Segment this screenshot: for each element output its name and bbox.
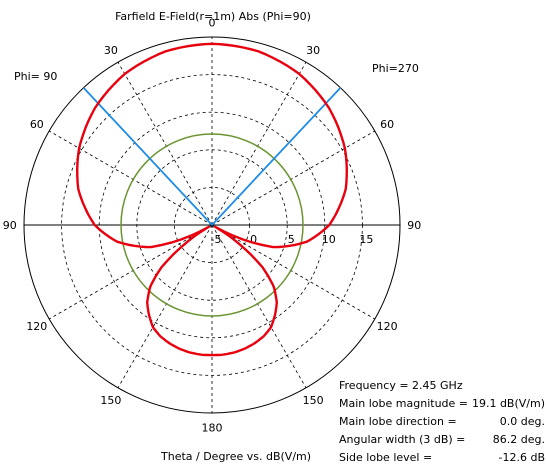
phi-right-label: Phi=270 — [372, 62, 419, 75]
chart-title: Farfield E-Field(r=1m) Abs (Phi=90) — [115, 10, 311, 23]
angle-tick-label: 30 — [104, 44, 118, 57]
angle-tick-label: 60 — [30, 118, 44, 131]
beam-width-line — [211, 87, 342, 226]
angle-tick-label: 150 — [100, 394, 121, 407]
grid-spoke — [117, 61, 213, 226]
angle-tick-label: 180 — [202, 421, 223, 434]
grid-spoke — [48, 224, 213, 320]
angle-tick-label: 150 — [303, 394, 324, 407]
info-value: 0.0 deg. — [500, 415, 545, 428]
reference-circle — [120, 133, 304, 317]
angle-tick-label: 120 — [26, 320, 47, 333]
radial-tick-label: 5 — [288, 233, 295, 246]
grid-spoke — [48, 130, 213, 226]
info-label: Frequency = 2.45 GHz — [339, 379, 463, 392]
info-value: -12.6 dB — [499, 451, 546, 464]
radial-tick-label: 15 — [359, 233, 373, 246]
angle-tick-label: 120 — [377, 320, 398, 333]
info-value: 19.1 dB(V/m) — [472, 397, 545, 410]
angle-tick-label: 90 — [3, 219, 17, 232]
angle-tick-label: 60 — [380, 118, 394, 131]
info-value: 86.2 deg. — [493, 433, 545, 446]
info-label: Main lobe direction = — [339, 415, 457, 428]
info-label: Angular width (3 dB) = — [339, 433, 465, 446]
radial-tick-label: 10 — [322, 233, 336, 246]
grid-spoke — [211, 130, 376, 226]
radial-tick-label: 0 — [250, 233, 257, 246]
angle-tick-label: 0 — [209, 17, 216, 30]
grid-spoke — [211, 224, 376, 320]
pattern-series-line — [76, 42, 348, 357]
info-label: Side lobe level = — [339, 451, 432, 464]
grid-spoke — [211, 61, 307, 226]
angle-tick-label: 30 — [306, 44, 320, 57]
radial-tick-label: -5 — [211, 233, 222, 246]
phi-left-label: Phi= 90 — [14, 70, 57, 83]
x-axis-label: Theta / Degree vs. dB(V/m) — [160, 450, 311, 463]
grid-spoke — [211, 224, 307, 389]
info-label: Main lobe magnitude = — [339, 397, 468, 410]
beam-width-line — [82, 87, 213, 226]
angle-tick-label: 90 — [407, 219, 421, 232]
grid-spoke — [117, 224, 213, 389]
